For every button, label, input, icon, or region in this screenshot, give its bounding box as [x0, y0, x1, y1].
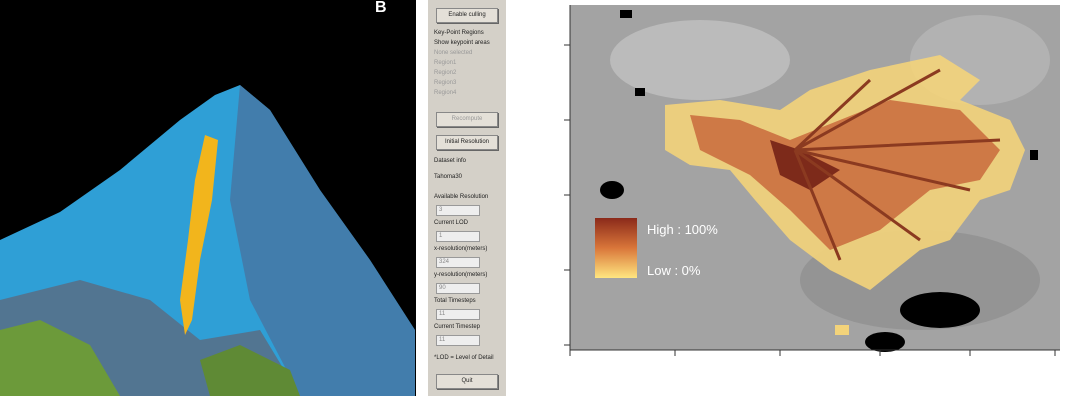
- legend-high: High : 100%: [647, 222, 718, 237]
- field-value: 90: [436, 283, 480, 294]
- panel-label: B: [375, 0, 387, 16]
- legend-gradient: [595, 218, 637, 278]
- field-label: Total Timesteps: [434, 298, 476, 304]
- field-label: y-resolution(meters): [434, 272, 487, 278]
- button[interactable]: Initial Resolution: [436, 135, 498, 150]
- field-value: 11: [436, 335, 480, 346]
- dataset-name: Tahoma30: [434, 174, 462, 180]
- heading: Dataset info: [434, 158, 466, 164]
- shadow: [1030, 150, 1038, 160]
- field-value: 1: [436, 231, 480, 242]
- terrain-render: B: [0, 0, 416, 396]
- shadow: [865, 332, 905, 352]
- field-label: Current Timestep: [434, 324, 480, 330]
- field-value: 11: [436, 309, 480, 320]
- radio[interactable]: Region1: [434, 60, 456, 66]
- radio[interactable]: Region4: [434, 90, 456, 96]
- radio[interactable]: Region2: [434, 70, 456, 76]
- field-label: x-resolution(meters): [434, 246, 487, 252]
- shadow: [600, 181, 624, 199]
- button[interactable]: Recompute: [436, 112, 498, 127]
- page: B Enable culling Key-Point Regions Show …: [0, 0, 1078, 396]
- heading: Key-Point Regions: [434, 30, 484, 36]
- hazard-zone: [835, 325, 849, 335]
- radio[interactable]: Region3: [434, 80, 456, 86]
- shadow: [900, 292, 980, 328]
- field-value: 3: [436, 205, 480, 216]
- checkbox[interactable]: Enable culling: [436, 8, 498, 23]
- field-value: 324: [436, 257, 480, 268]
- checkbox[interactable]: Show keypoint areas: [434, 40, 490, 46]
- footnote: *LOD = Level of Detail: [434, 355, 494, 361]
- shadow: [620, 10, 632, 18]
- legend-low: Low : 0%: [647, 263, 701, 278]
- hazard-map: High : 100% Low : 0%: [540, 0, 1078, 396]
- field-label: Current LOD: [434, 220, 468, 226]
- radio[interactable]: None selected: [434, 50, 472, 56]
- shadow: [635, 88, 645, 96]
- control-panel: Enable culling Key-Point Regions Show ke…: [428, 0, 506, 396]
- field-label: Available Resolution: [434, 194, 488, 200]
- button[interactable]: Quit: [436, 374, 498, 389]
